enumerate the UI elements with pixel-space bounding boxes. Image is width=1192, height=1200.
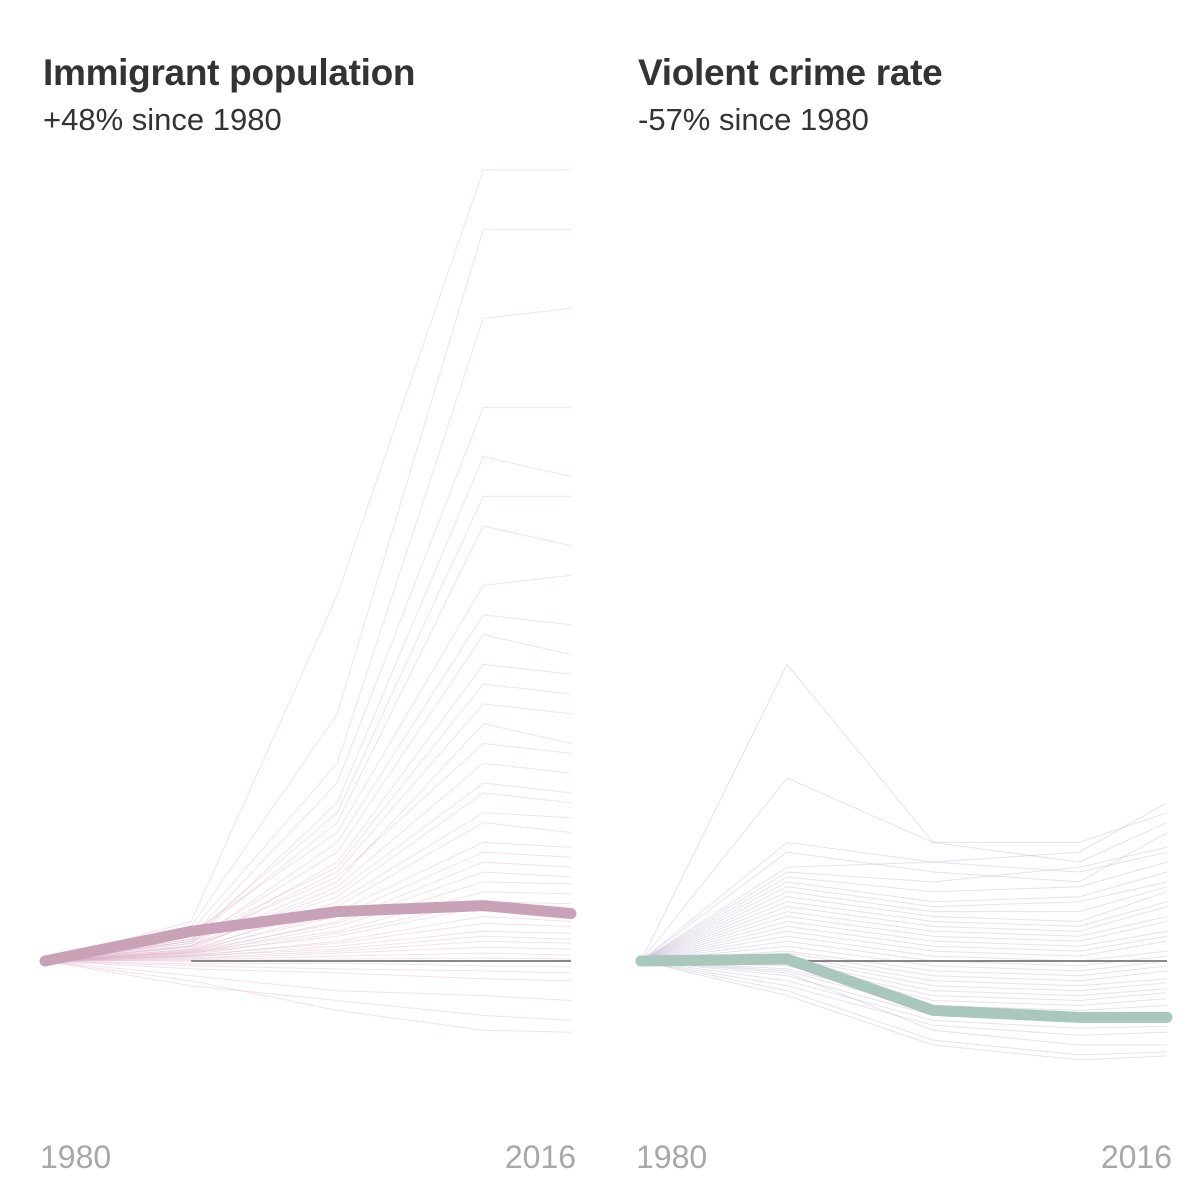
background-series-line <box>640 846 1168 962</box>
x-tick-label: 1980 <box>40 1139 111 1175</box>
background-series-line <box>640 960 1168 1029</box>
background-series-line <box>44 935 572 962</box>
background-series-line <box>44 940 572 962</box>
background-series-line <box>44 891 572 962</box>
x-tick-label: 1980 <box>636 1139 707 1175</box>
chart-subtitle: -57% since 1980 <box>638 102 869 137</box>
background-series-line <box>640 777 1168 962</box>
background-series-line <box>640 920 1168 962</box>
background-series-line <box>44 960 572 1021</box>
background-series-line <box>44 960 572 1001</box>
background-series-line <box>44 614 572 962</box>
background-series-line <box>44 456 572 962</box>
background-series-line <box>44 871 572 962</box>
background-series-line <box>44 952 572 962</box>
background-series-line <box>44 742 572 962</box>
highlight-series-line <box>39 900 577 967</box>
immigrant-population-line-chart: 1980 2016 <box>39 169 577 1175</box>
background-series-line <box>640 886 1168 962</box>
background-series-line <box>44 169 571 962</box>
background-series-line <box>640 925 1168 962</box>
background-series-line <box>44 723 572 962</box>
background-series-line <box>44 960 572 974</box>
chart-subtitle: +48% since 1980 <box>43 102 282 137</box>
background-series-line <box>44 960 572 982</box>
background-series-line <box>640 906 1168 962</box>
chart-title: Immigrant population <box>43 52 416 93</box>
background-series-line <box>640 935 1168 962</box>
background-series-line <box>640 915 1168 962</box>
x-tick-label: 2016 <box>505 1139 576 1175</box>
background-series-line <box>640 663 1168 962</box>
background-series-line <box>640 960 1168 1061</box>
background-series-line <box>44 946 572 962</box>
background-series-line <box>44 861 572 962</box>
background-series-line <box>44 663 572 962</box>
background-series-line <box>44 634 572 962</box>
immigrant-population-panel: Immigrant population +48% since 1980 198… <box>0 0 577 1200</box>
background-series-line <box>640 832 1168 962</box>
background-series-line <box>640 911 1168 962</box>
background-series-line <box>640 960 1168 1036</box>
background-series-line <box>640 891 1168 962</box>
background-series-line <box>44 782 572 962</box>
violent-crime-rate-line-chart: 1980 2016 <box>635 663 1173 1175</box>
background-series-line <box>44 525 572 962</box>
background-series-line <box>640 802 1168 962</box>
background-series-line <box>44 930 572 962</box>
background-series-line <box>44 915 572 962</box>
background-series-line <box>44 495 571 962</box>
chart-title: Violent crime rate <box>638 52 943 93</box>
background-series-line <box>640 871 1168 962</box>
background-series-line <box>44 703 572 962</box>
background-series-line <box>640 851 1168 962</box>
background-series-line <box>44 228 571 962</box>
background-series-line <box>640 945 1168 972</box>
background-series-line <box>44 960 572 968</box>
background-series-line <box>640 960 1167 1046</box>
background-series-line <box>44 792 572 962</box>
background-series-line <box>45 957 572 962</box>
background-series-line <box>44 881 572 962</box>
background-series-line <box>44 762 572 962</box>
background-series-line <box>44 812 572 962</box>
highlight-series-line <box>635 953 1173 1023</box>
background-series-line <box>640 930 1168 962</box>
background-series-line <box>44 406 571 962</box>
background-series-line <box>640 960 1168 1056</box>
background-series-line <box>640 881 1168 962</box>
background-series-line <box>640 901 1168 962</box>
background-series-line <box>44 960 572 1033</box>
background-series-line <box>44 901 572 962</box>
x-tick-label: 2016 <box>1101 1139 1172 1175</box>
violent-crime-rate-panel: Violent crime rate -57% since 1980 1980 2… <box>596 0 1173 1200</box>
background-series-line <box>640 861 1168 962</box>
background-series-line <box>44 922 572 962</box>
